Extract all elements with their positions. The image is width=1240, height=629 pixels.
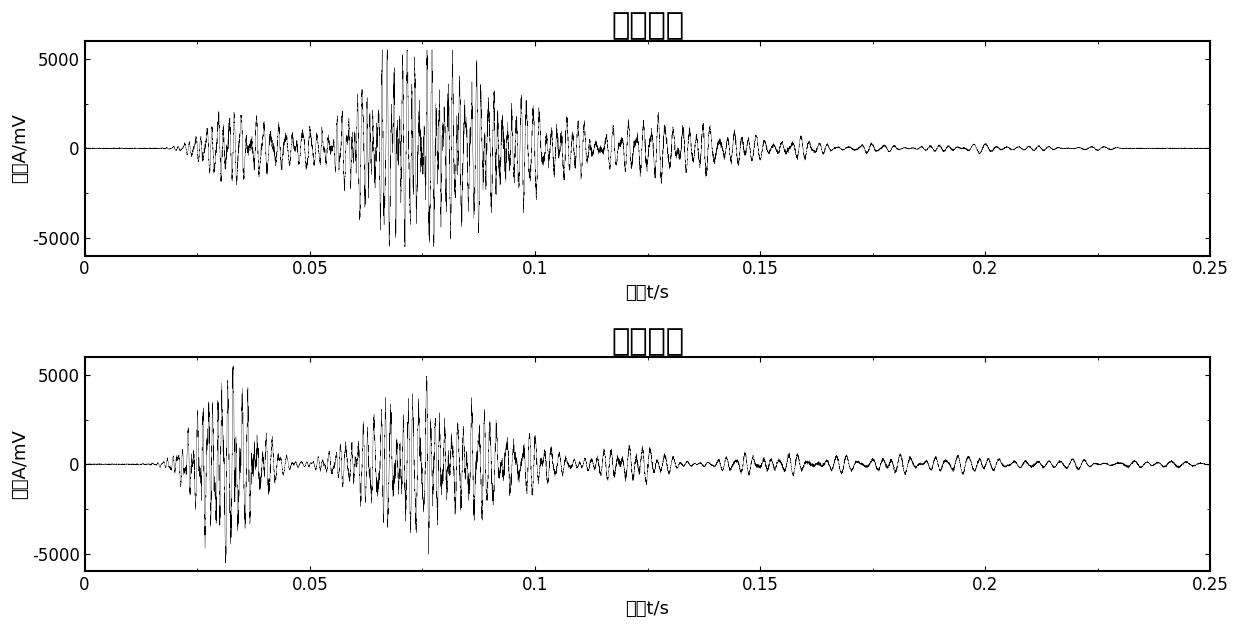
Title: 报警模式: 报警模式: [611, 327, 684, 356]
X-axis label: 时间t/s: 时间t/s: [625, 284, 670, 302]
Y-axis label: 幅值A/mV: 幅值A/mV: [11, 113, 29, 183]
X-axis label: 时间t/s: 时间t/s: [625, 600, 670, 618]
Y-axis label: 幅值A/mV: 幅值A/mV: [11, 429, 29, 499]
Title: 正常模式: 正常模式: [611, 11, 684, 40]
